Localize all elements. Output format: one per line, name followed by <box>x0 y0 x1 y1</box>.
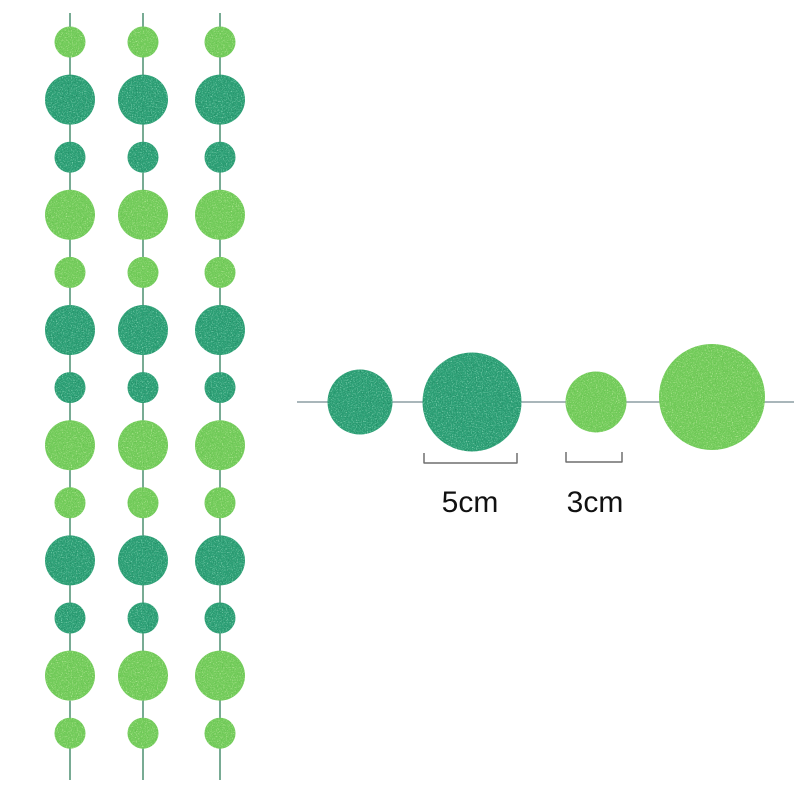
glitter-circle-dark-large <box>195 74 245 125</box>
glitter-circle-dark-large <box>118 535 168 586</box>
detail-circle-dark <box>422 352 522 452</box>
glitter-circle-light-large <box>45 189 95 240</box>
measurement-label-5cm: 5cm <box>442 486 499 519</box>
garland-strand-2 <box>118 13 168 780</box>
glitter-circle-dark-small <box>127 372 159 404</box>
glitter-circle-light-small <box>54 26 86 58</box>
measurement-label-3cm: 3cm <box>567 486 624 519</box>
glitter-circle-light-large <box>195 650 245 701</box>
glitter-circle-light-small <box>204 717 236 749</box>
glitter-circle-light-large <box>118 650 168 701</box>
glitter-circle-dark-small <box>54 602 86 634</box>
glitter-circle-dark-small <box>204 141 236 173</box>
glitter-circle-dark-small <box>204 602 236 634</box>
garland-strand-3 <box>195 13 245 780</box>
garland-strands <box>45 13 245 780</box>
glitter-circle-dark-large <box>195 535 245 586</box>
glitter-circle-light-large <box>195 420 245 471</box>
glitter-circle-dark-small <box>127 602 159 634</box>
glitter-circle-dark-small <box>54 372 86 404</box>
ruler-5cm <box>423 453 518 464</box>
glitter-circle-light-small <box>127 717 159 749</box>
glitter-circle-light-large <box>118 189 168 240</box>
glitter-circle-light-small <box>127 256 159 288</box>
detail-circle-light <box>565 371 627 433</box>
garland-strand-1 <box>45 13 95 780</box>
glitter-circle-light-large <box>45 420 95 471</box>
glitter-circle-dark-small <box>204 372 236 404</box>
glitter-circle-light-small <box>127 487 159 519</box>
glitter-circle-light-small <box>54 717 86 749</box>
glitter-circle-dark-large <box>118 74 168 125</box>
glitter-circle-light-small <box>127 26 159 58</box>
glitter-circle-light-small <box>54 256 86 288</box>
measurement-rulers <box>423 452 623 464</box>
glitter-circle-dark-large <box>45 305 95 355</box>
detail-circle-dark <box>327 369 393 435</box>
glitter-circle-dark-large <box>45 535 95 586</box>
glitter-circle-light-small <box>204 26 236 58</box>
glitter-circle-light-large <box>195 189 245 240</box>
detail-circle-light <box>659 344 765 450</box>
glitter-circle-light-small <box>204 487 236 519</box>
glitter-circle-light-large <box>45 650 95 701</box>
glitter-circle-light-large <box>118 420 168 471</box>
size-detail-strand <box>297 344 794 452</box>
glitter-circle-dark-small <box>54 141 86 173</box>
glitter-circle-dark-large <box>195 305 245 355</box>
ruler-3cm <box>565 452 623 463</box>
glitter-circle-light-small <box>54 487 86 519</box>
glitter-circle-dark-large <box>45 74 95 125</box>
glitter-circle-light-small <box>204 256 236 288</box>
glitter-circle-dark-large <box>118 305 168 355</box>
glitter-circle-dark-small <box>127 141 159 173</box>
